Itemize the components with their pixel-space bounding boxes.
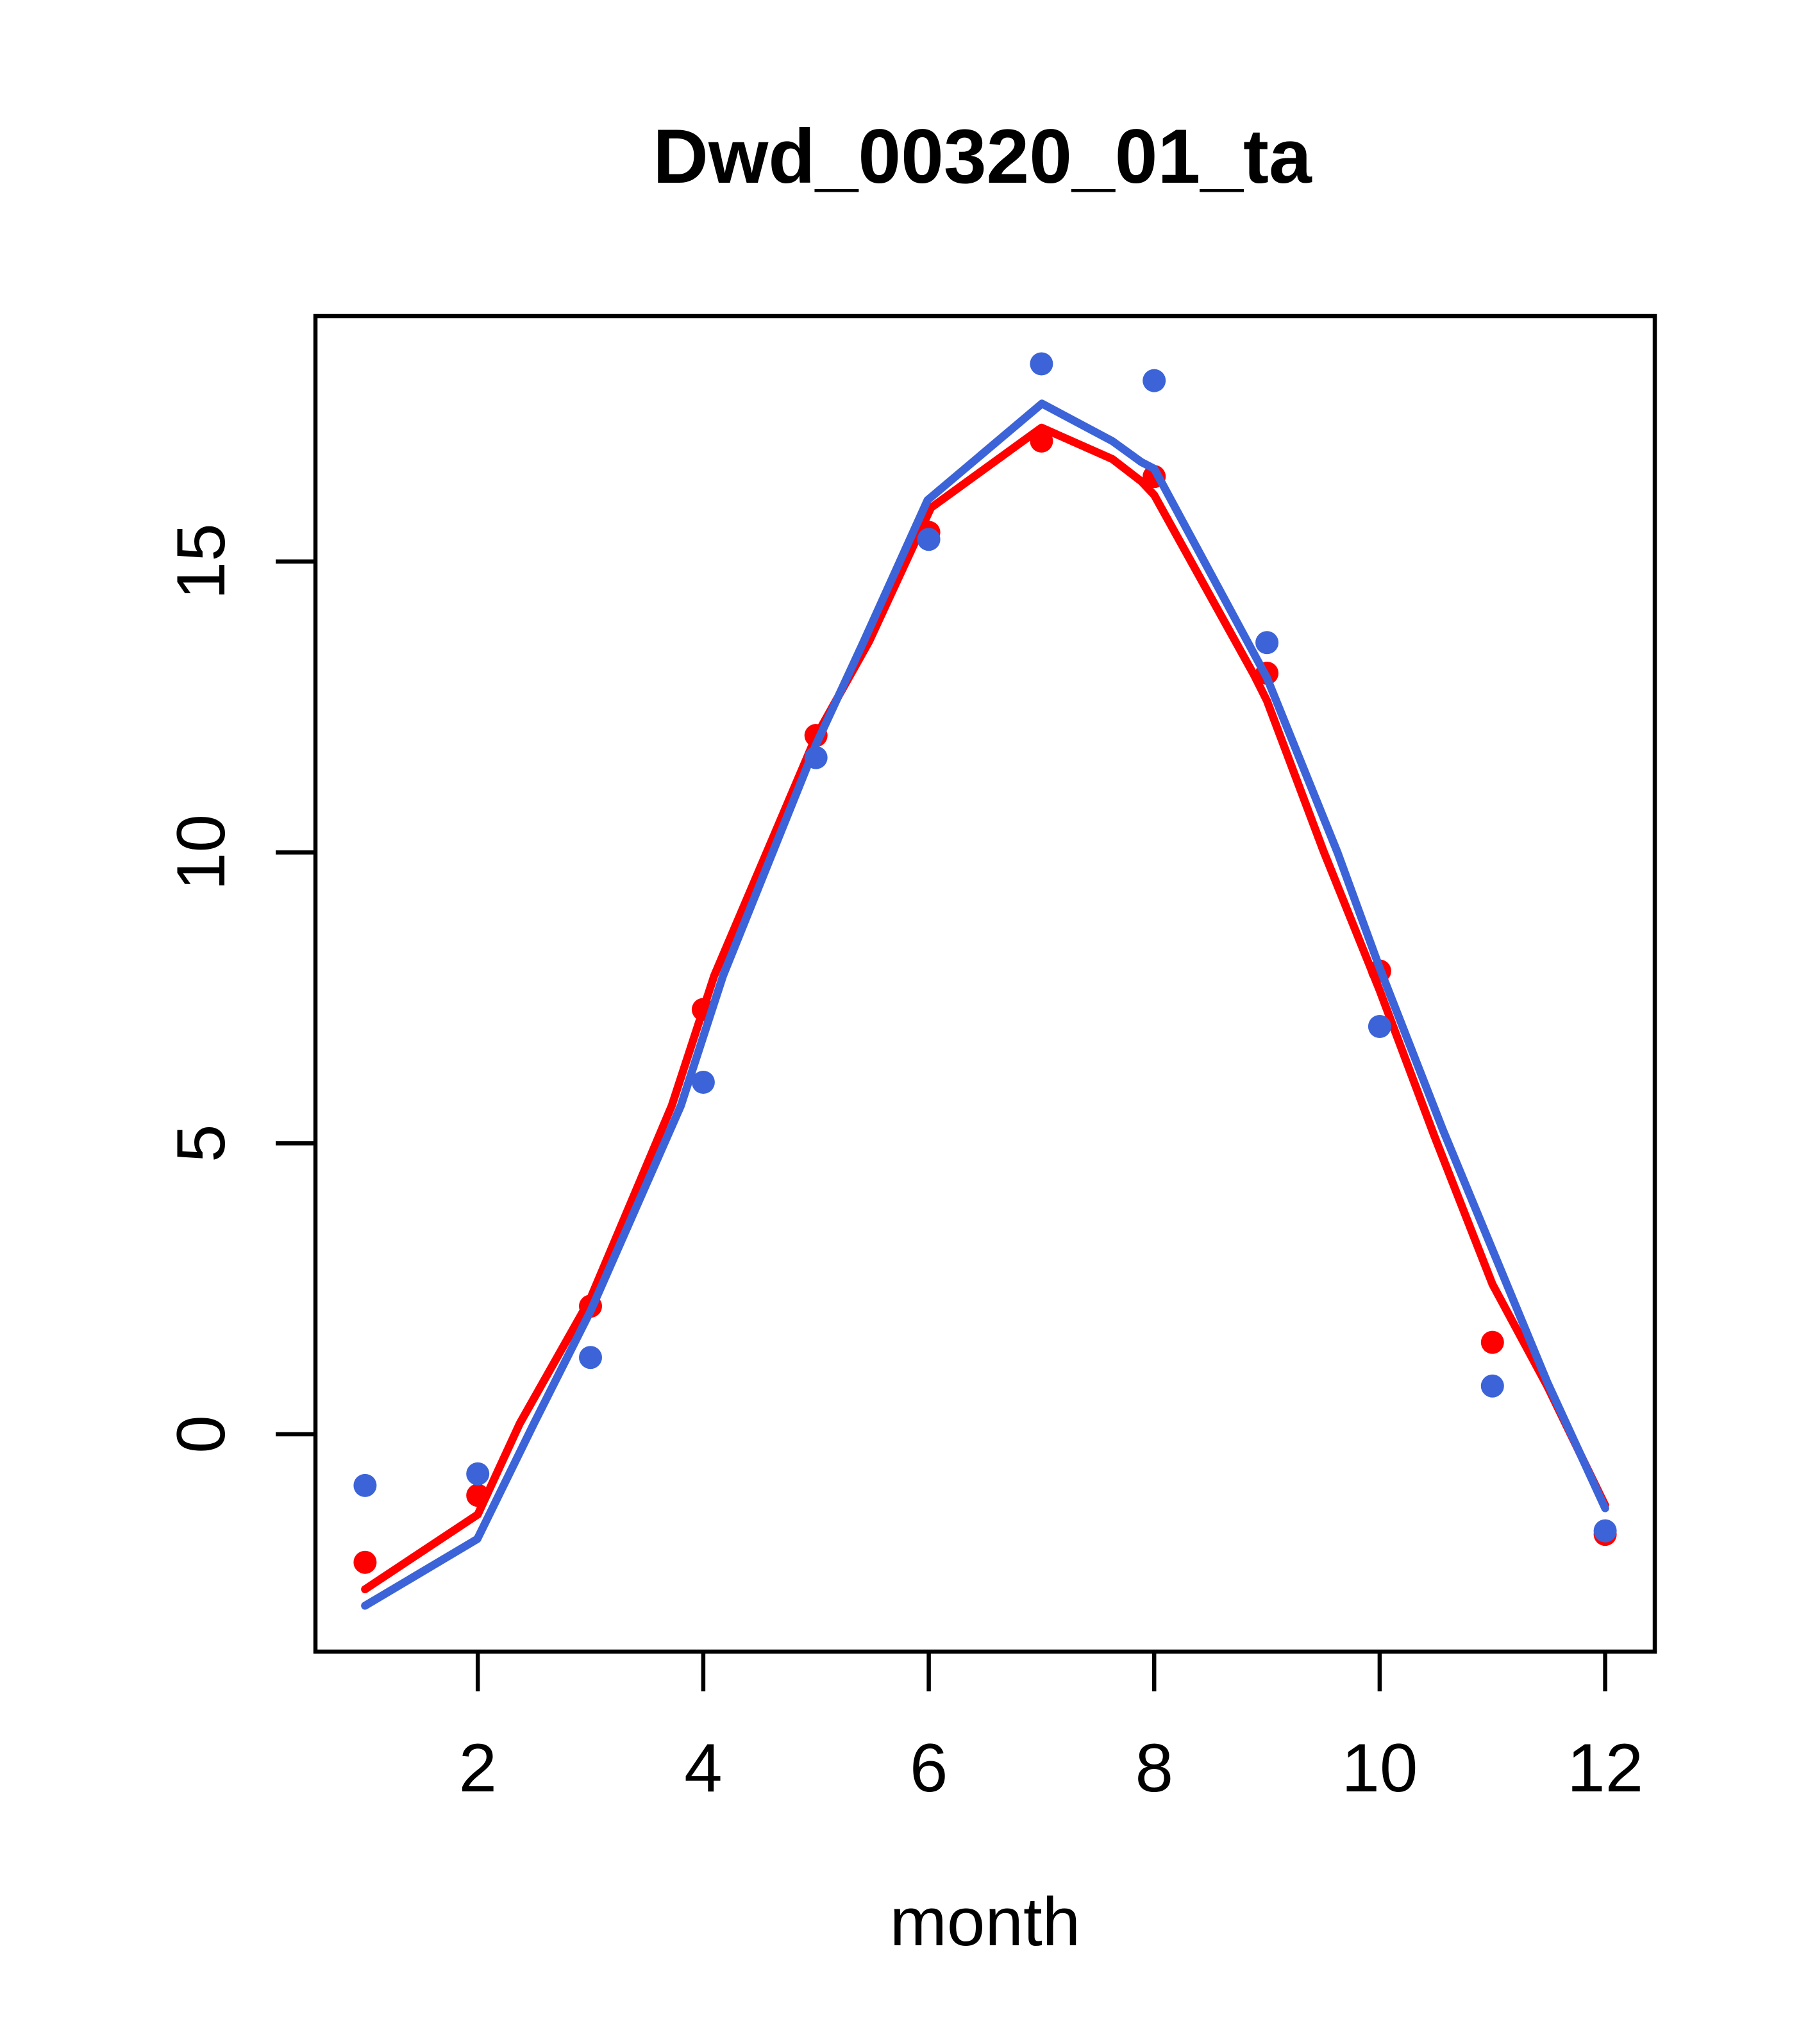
- svg-text:6: 6: [910, 1729, 948, 1806]
- svg-text:8: 8: [1135, 1729, 1173, 1806]
- svg-text:10: 10: [162, 814, 239, 891]
- svg-text:2: 2: [458, 1729, 497, 1806]
- svg-text:12: 12: [1567, 1729, 1643, 1806]
- svg-text:15: 15: [162, 523, 239, 599]
- svg-text:10: 10: [1341, 1729, 1418, 1806]
- svg-text:0: 0: [162, 1415, 239, 1453]
- svg-text:5: 5: [162, 1124, 239, 1162]
- svg-text:4: 4: [684, 1729, 723, 1806]
- svg-text:month: month: [890, 1883, 1080, 1960]
- svg-text:Dwd_00320_01_ta: Dwd_00320_01_ta: [653, 113, 1312, 199]
